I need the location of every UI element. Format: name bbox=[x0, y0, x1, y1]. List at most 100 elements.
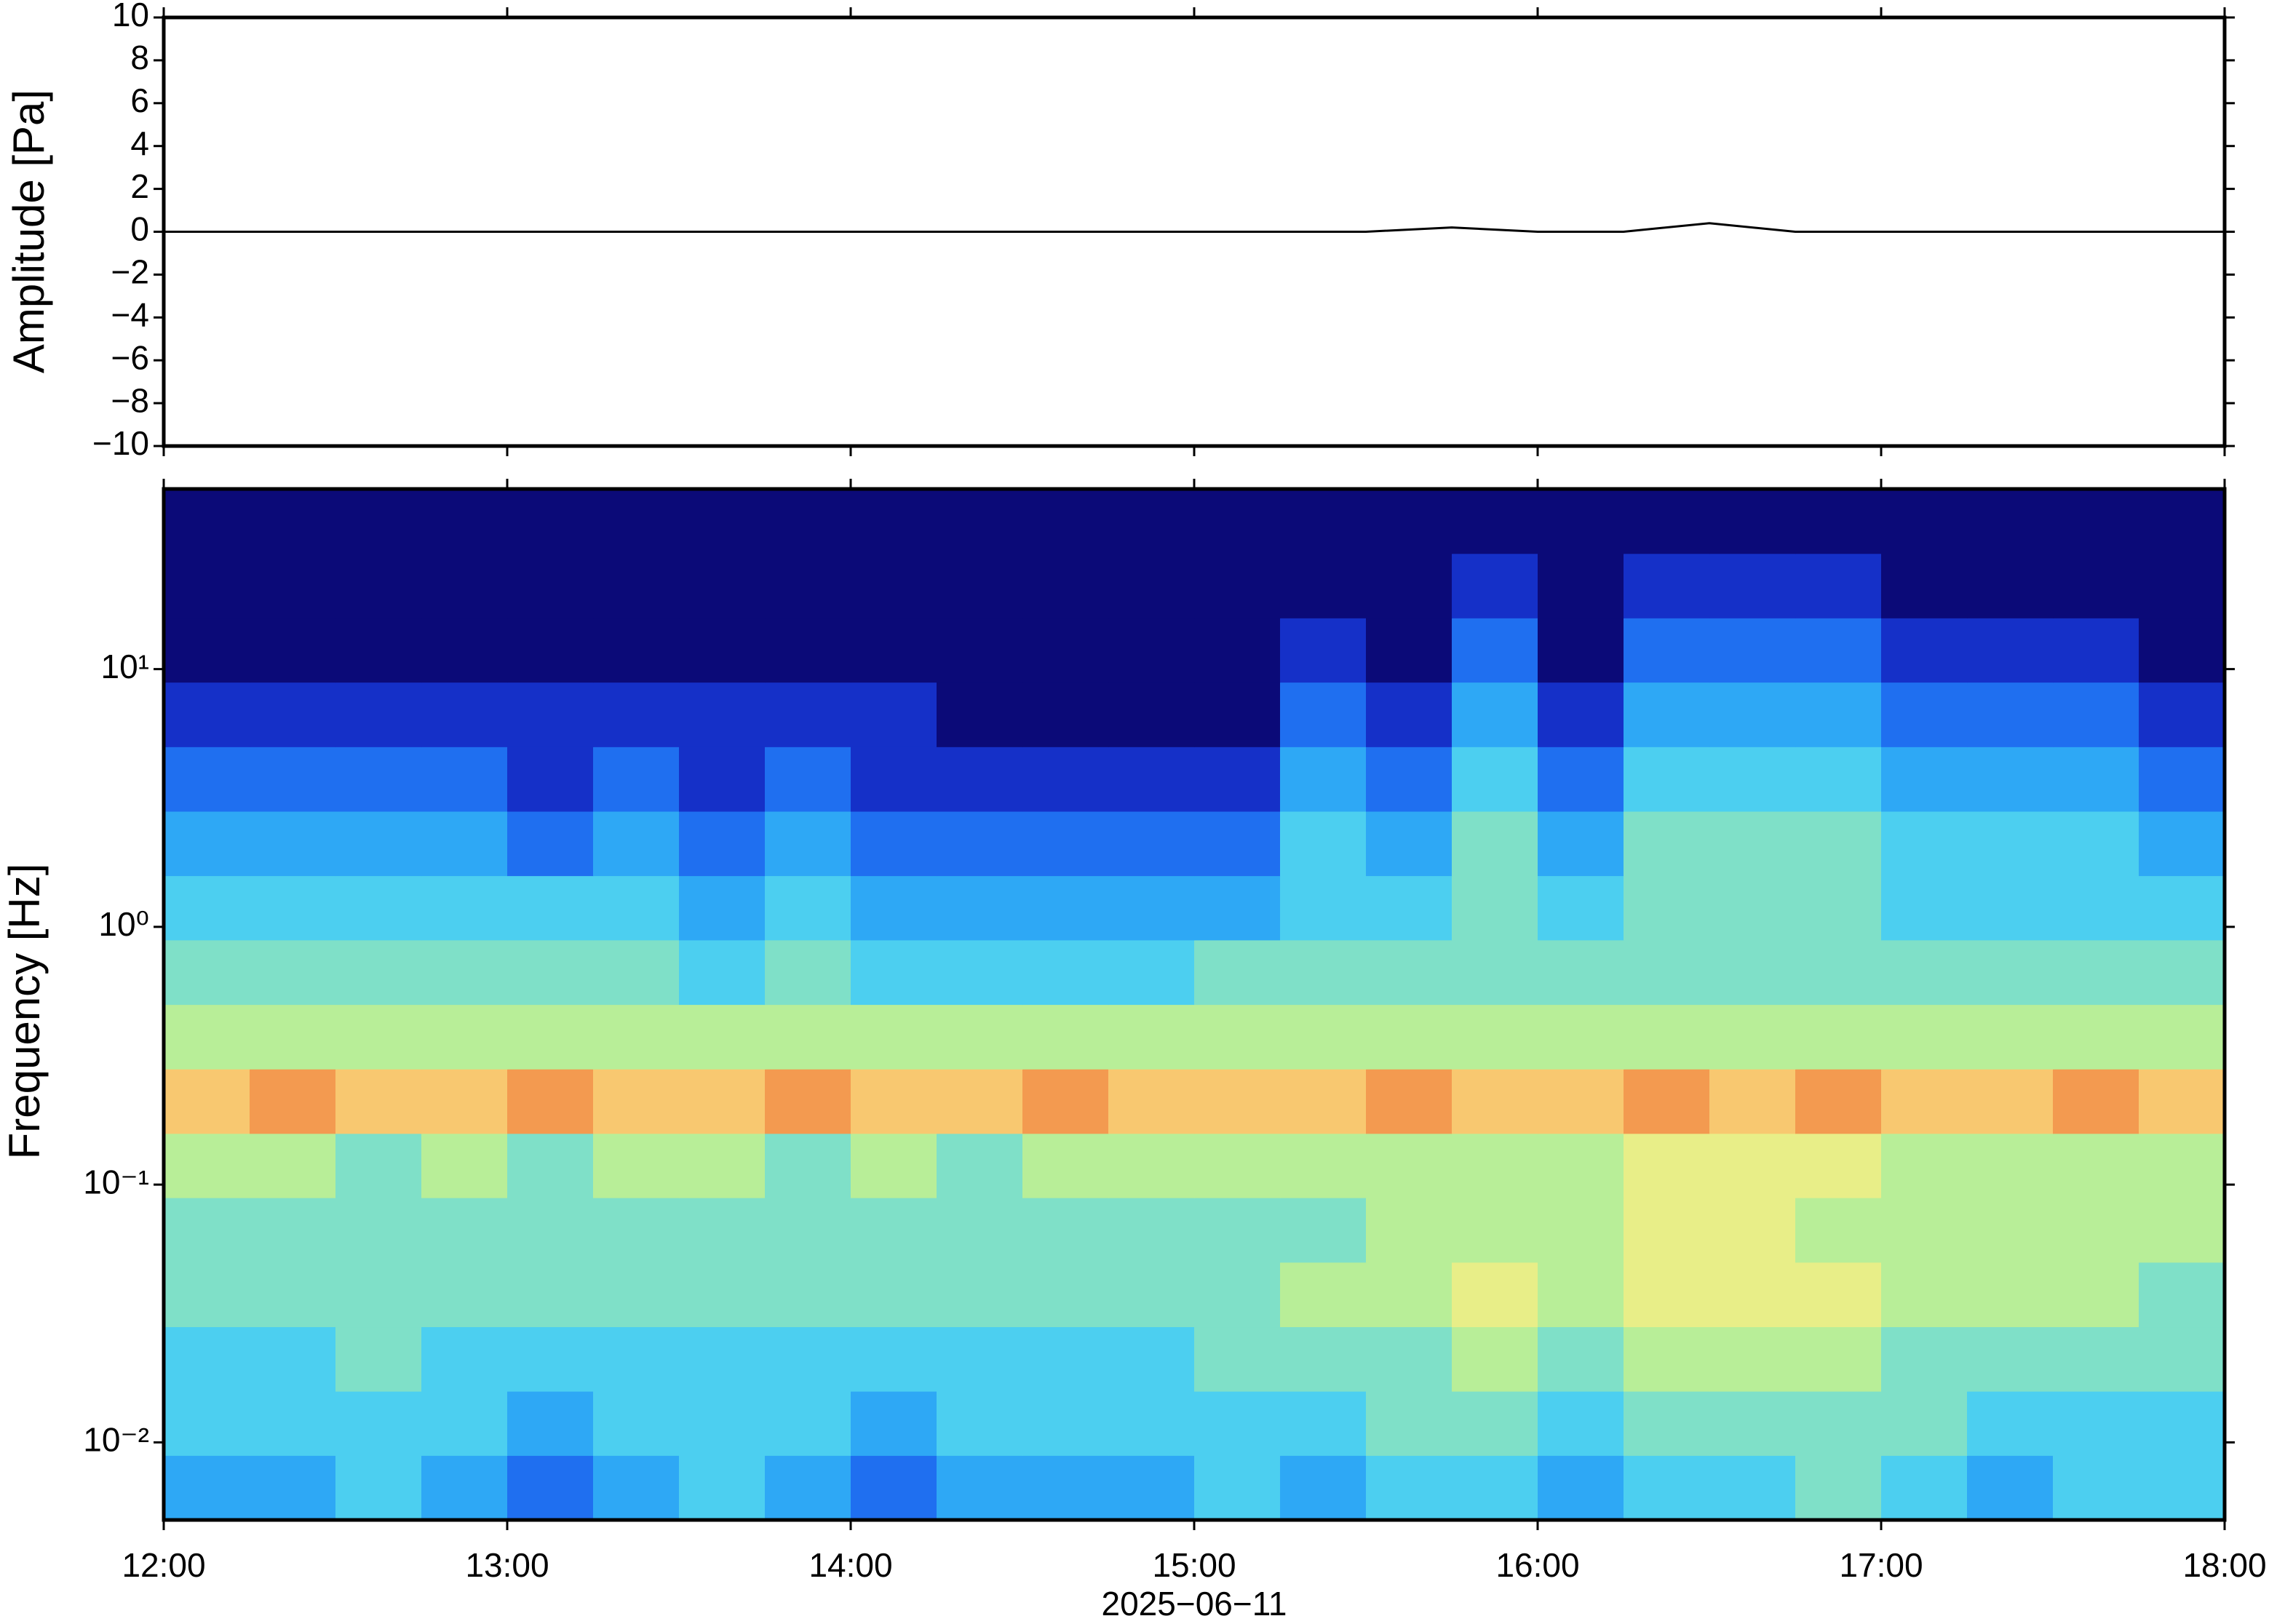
spectrogram-cell bbox=[937, 489, 1023, 554]
spectrogram-cell bbox=[1194, 553, 1281, 618]
y-tick-label: −6 bbox=[111, 338, 149, 376]
spectrogram-cell bbox=[679, 1198, 766, 1263]
spectrogram-cell bbox=[1280, 875, 1367, 941]
spectrogram-cell bbox=[851, 1262, 937, 1328]
spectrogram-cell bbox=[1366, 939, 1453, 1006]
spectrogram-cell bbox=[1967, 1198, 2054, 1263]
spectrogram-cell bbox=[1280, 1262, 1367, 1328]
y-tick-label: 10¹ bbox=[101, 648, 149, 685]
spectrogram-cell bbox=[679, 811, 766, 877]
spectrogram-cell bbox=[1624, 747, 1710, 812]
spectrogram-cell bbox=[1881, 939, 1968, 1006]
spectrogram-cell bbox=[507, 811, 594, 877]
spectrogram-cell bbox=[2139, 1326, 2225, 1392]
spectrogram-cell bbox=[1108, 1390, 1195, 1456]
spectrogram-cell bbox=[2139, 682, 2225, 747]
spectrogram-cell bbox=[593, 618, 680, 683]
spectrogram-cell bbox=[1795, 1455, 1882, 1521]
spectrogram-cell bbox=[2139, 553, 2225, 618]
spectrogram-cell bbox=[593, 1004, 680, 1070]
spectrogram-cell bbox=[1194, 1198, 1281, 1263]
spectrogram-cell bbox=[765, 489, 851, 554]
spectrogram-cell bbox=[1538, 811, 1624, 877]
y-axis-title: Frequency [Hz] bbox=[0, 864, 49, 1160]
spectrogram-cell bbox=[1538, 747, 1624, 812]
spectrogram-cell bbox=[593, 682, 680, 747]
x-tick-label: 15:00 bbox=[1152, 1546, 1236, 1584]
spectrogram-cell bbox=[1795, 618, 1882, 683]
spectrogram-cell bbox=[851, 1198, 937, 1263]
spectrogram-cell bbox=[1022, 1198, 1109, 1263]
spectrogram-cell bbox=[335, 682, 422, 747]
spectrogram-cell bbox=[421, 682, 508, 747]
spectrogram-cell bbox=[1194, 939, 1281, 1006]
spectrogram-cell bbox=[765, 682, 851, 747]
spectrogram-cell bbox=[2053, 811, 2139, 877]
spectrogram-cell bbox=[1538, 1326, 1624, 1392]
spectrogram-cell bbox=[164, 618, 250, 683]
spectrogram-cell bbox=[1624, 682, 1710, 747]
spectrogram-cell bbox=[1881, 1069, 1968, 1134]
y-tick-label: 6 bbox=[130, 81, 149, 119]
spectrogram-cell bbox=[2139, 618, 2225, 683]
spectrogram-cell bbox=[851, 489, 937, 554]
spectrogram-cell bbox=[765, 1069, 851, 1134]
spectrogram-cell bbox=[679, 553, 766, 618]
spectrogram-cell bbox=[765, 1004, 851, 1070]
spectrogram-cell bbox=[1366, 1262, 1453, 1328]
spectrogram-cell bbox=[250, 1133, 336, 1198]
spectrogram-cell bbox=[679, 682, 766, 747]
spectrogram-cell bbox=[937, 939, 1023, 1006]
spectrogram-cell bbox=[1709, 618, 1796, 683]
y-tick-label: −4 bbox=[111, 295, 149, 333]
spectrogram-cell bbox=[1624, 1326, 1710, 1392]
spectrogram-cell bbox=[421, 811, 508, 877]
spectrogram-cell bbox=[250, 1455, 336, 1521]
spectrogram-cell bbox=[1194, 1390, 1281, 1456]
spectrogram-cell bbox=[937, 1198, 1023, 1263]
spectrogram-cell bbox=[1967, 553, 2054, 618]
spectrogram-cell bbox=[1624, 1262, 1710, 1328]
spectrogram-cell bbox=[1022, 939, 1109, 1006]
spectrogram-cell bbox=[1366, 811, 1453, 877]
spectrogram-cell bbox=[593, 1262, 680, 1328]
spectrogram-cell bbox=[1624, 1133, 1710, 1198]
spectrogram-cell bbox=[164, 1326, 250, 1392]
spectrogram-cell bbox=[2139, 1390, 2225, 1456]
spectrogram-cell bbox=[250, 1069, 336, 1134]
spectrogram-cell bbox=[1280, 747, 1367, 812]
spectrogram-cell bbox=[1709, 1198, 1796, 1263]
spectrogram-cell bbox=[2053, 553, 2139, 618]
spectrogram-cell bbox=[1022, 1133, 1109, 1198]
spectrogram-cell bbox=[1280, 1390, 1367, 1456]
spectrogram-cell bbox=[1538, 682, 1624, 747]
spectrogram-cell bbox=[2139, 1133, 2225, 1198]
spectrogram-cell bbox=[507, 1198, 594, 1263]
spectrogram-cell bbox=[1108, 1326, 1195, 1392]
spectrogram-cell bbox=[250, 747, 336, 812]
spectrogram-cell bbox=[1881, 811, 1968, 877]
y-tick-label: 8 bbox=[130, 39, 149, 76]
spectrogram-cell bbox=[1022, 747, 1109, 812]
spectrogram-cell bbox=[593, 489, 680, 554]
spectrogram-cell bbox=[937, 747, 1023, 812]
spectrogram-cell bbox=[679, 1326, 766, 1392]
spectrogram-cell bbox=[1194, 1262, 1281, 1328]
spectrogram-cell bbox=[2139, 1455, 2225, 1521]
spectrogram-cell bbox=[765, 553, 851, 618]
spectrogram-cell bbox=[1538, 489, 1624, 554]
spectrogram-cell bbox=[851, 1133, 937, 1198]
spectrogram-cell bbox=[937, 1262, 1023, 1328]
spectrogram-cell bbox=[2053, 1326, 2139, 1392]
spectrogram-cell bbox=[1022, 618, 1109, 683]
spectrogram-cell bbox=[1967, 811, 2054, 877]
spectrogram-cell bbox=[1452, 1455, 1538, 1521]
spectrogram-cell bbox=[1366, 1004, 1453, 1070]
spectrogram-cell bbox=[1795, 1198, 1882, 1263]
plot-frame bbox=[162, 487, 2227, 1522]
spectrogram-cell bbox=[1194, 1133, 1281, 1198]
spectrogram-cell bbox=[250, 553, 336, 618]
spectrogram-cell bbox=[2053, 1133, 2139, 1198]
spectrogram-cell bbox=[1108, 1455, 1195, 1521]
spectrogram-cell bbox=[1538, 1390, 1624, 1456]
